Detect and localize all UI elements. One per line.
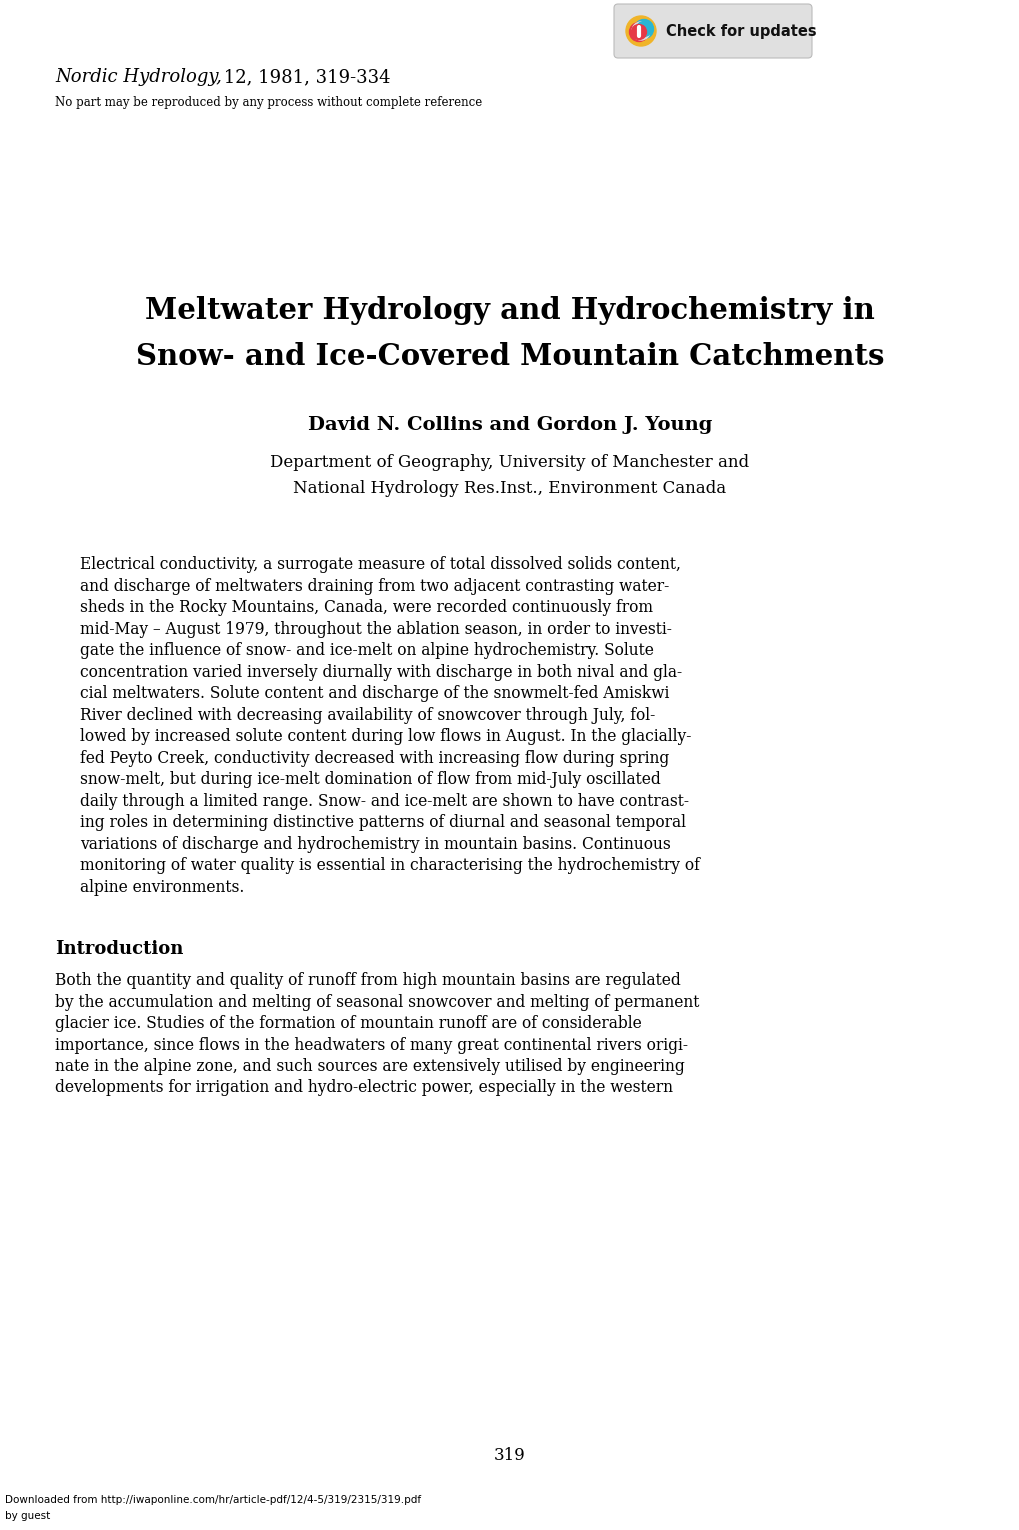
Text: ing roles in determining distinctive patterns of diurnal and seasonal temporal: ing roles in determining distinctive pat… — [79, 814, 686, 831]
Text: snow-melt, but during ice-melt domination of flow from mid-July oscillated: snow-melt, but during ice-melt dominatio… — [79, 771, 660, 788]
Text: cial meltwaters. Solute content and discharge of the snowmelt-fed Amiskwi: cial meltwaters. Solute content and disc… — [79, 685, 668, 702]
FancyBboxPatch shape — [613, 5, 811, 58]
Text: glacier ice. Studies of the formation of mountain runoff are of considerable: glacier ice. Studies of the formation of… — [55, 1014, 641, 1033]
Text: Snow- and Ice-Covered Mountain Catchments: Snow- and Ice-Covered Mountain Catchment… — [136, 343, 883, 370]
Text: by guest: by guest — [5, 1512, 50, 1521]
Text: Downloaded from http://iwaponline.com/hr/article-pdf/12/4-5/319/2315/319.pdf: Downloaded from http://iwaponline.com/hr… — [5, 1495, 421, 1506]
Text: sheds in the Rocky Mountains, Canada, were recorded continuously from: sheds in the Rocky Mountains, Canada, we… — [79, 600, 652, 617]
Circle shape — [626, 15, 655, 46]
Circle shape — [636, 21, 651, 37]
Text: fed Peyto Creek, conductivity decreased with increasing flow during spring: fed Peyto Creek, conductivity decreased … — [79, 750, 668, 767]
Text: Nordic Hydrology,: Nordic Hydrology, — [55, 67, 222, 86]
Text: importance, since flows in the headwaters of many great continental rivers origi: importance, since flows in the headwater… — [55, 1036, 688, 1054]
Text: David N. Collins and Gordon J. Young: David N. Collins and Gordon J. Young — [308, 416, 711, 435]
Text: Introduction: Introduction — [55, 939, 183, 958]
Circle shape — [632, 21, 649, 40]
Text: and discharge of meltwaters draining from two adjacent contrasting water-: and discharge of meltwaters draining fro… — [79, 577, 668, 595]
Text: monitoring of water quality is essential in characterising the hydrochemistry of: monitoring of water quality is essential… — [79, 857, 699, 874]
Text: 319: 319 — [493, 1447, 526, 1464]
Text: variations of discharge and hydrochemistry in mountain basins. Continuous: variations of discharge and hydrochemist… — [79, 835, 671, 852]
Text: No part may be reproduced by any process without complete reference: No part may be reproduced by any process… — [55, 96, 482, 109]
Text: nate in the alpine zone, and such sources are extensively utilised by engineerin: nate in the alpine zone, and such source… — [55, 1059, 684, 1076]
Text: concentration varied inversely diurnally with discharge in both nival and gla-: concentration varied inversely diurnally… — [79, 664, 682, 681]
Text: developments for irrigation and hydro-electric power, especially in the western: developments for irrigation and hydro-el… — [55, 1080, 673, 1097]
Text: Electrical conductivity, a surrogate measure of total dissolved solids content,: Electrical conductivity, a surrogate mea… — [79, 555, 681, 574]
Text: Department of Geography, University of Manchester and: Department of Geography, University of M… — [270, 454, 749, 471]
Text: Check for updates: Check for updates — [665, 23, 816, 38]
Circle shape — [634, 20, 653, 38]
Text: Both the quantity and quality of runoff from high mountain basins are regulated: Both the quantity and quality of runoff … — [55, 972, 680, 988]
Text: gate the influence of snow- and ice-melt on alpine hydrochemistry. Solute: gate the influence of snow- and ice-melt… — [79, 643, 653, 659]
Text: alpine environments.: alpine environments. — [79, 878, 245, 895]
Text: 12, 1981, 319-334: 12, 1981, 319-334 — [218, 67, 390, 86]
Text: Meltwater Hydrology and Hydrochemistry in: Meltwater Hydrology and Hydrochemistry i… — [145, 295, 874, 324]
Text: lowed by increased solute content during low flows in August. In the glacially-: lowed by increased solute content during… — [79, 728, 691, 745]
Circle shape — [631, 24, 646, 40]
Text: mid-May – August 1979, throughout the ablation season, in order to investi-: mid-May – August 1979, throughout the ab… — [79, 621, 672, 638]
Circle shape — [629, 23, 648, 41]
Text: by the accumulation and melting of seasonal snowcover and melting of permanent: by the accumulation and melting of seaso… — [55, 993, 699, 1010]
Text: daily through a limited range. Snow- and ice-melt are shown to have contrast-: daily through a limited range. Snow- and… — [79, 793, 688, 809]
Text: National Hydrology Res.Inst., Environment Canada: National Hydrology Res.Inst., Environmen… — [293, 480, 726, 497]
Text: River declined with decreasing availability of snowcover through July, fol-: River declined with decreasing availabil… — [79, 707, 654, 724]
